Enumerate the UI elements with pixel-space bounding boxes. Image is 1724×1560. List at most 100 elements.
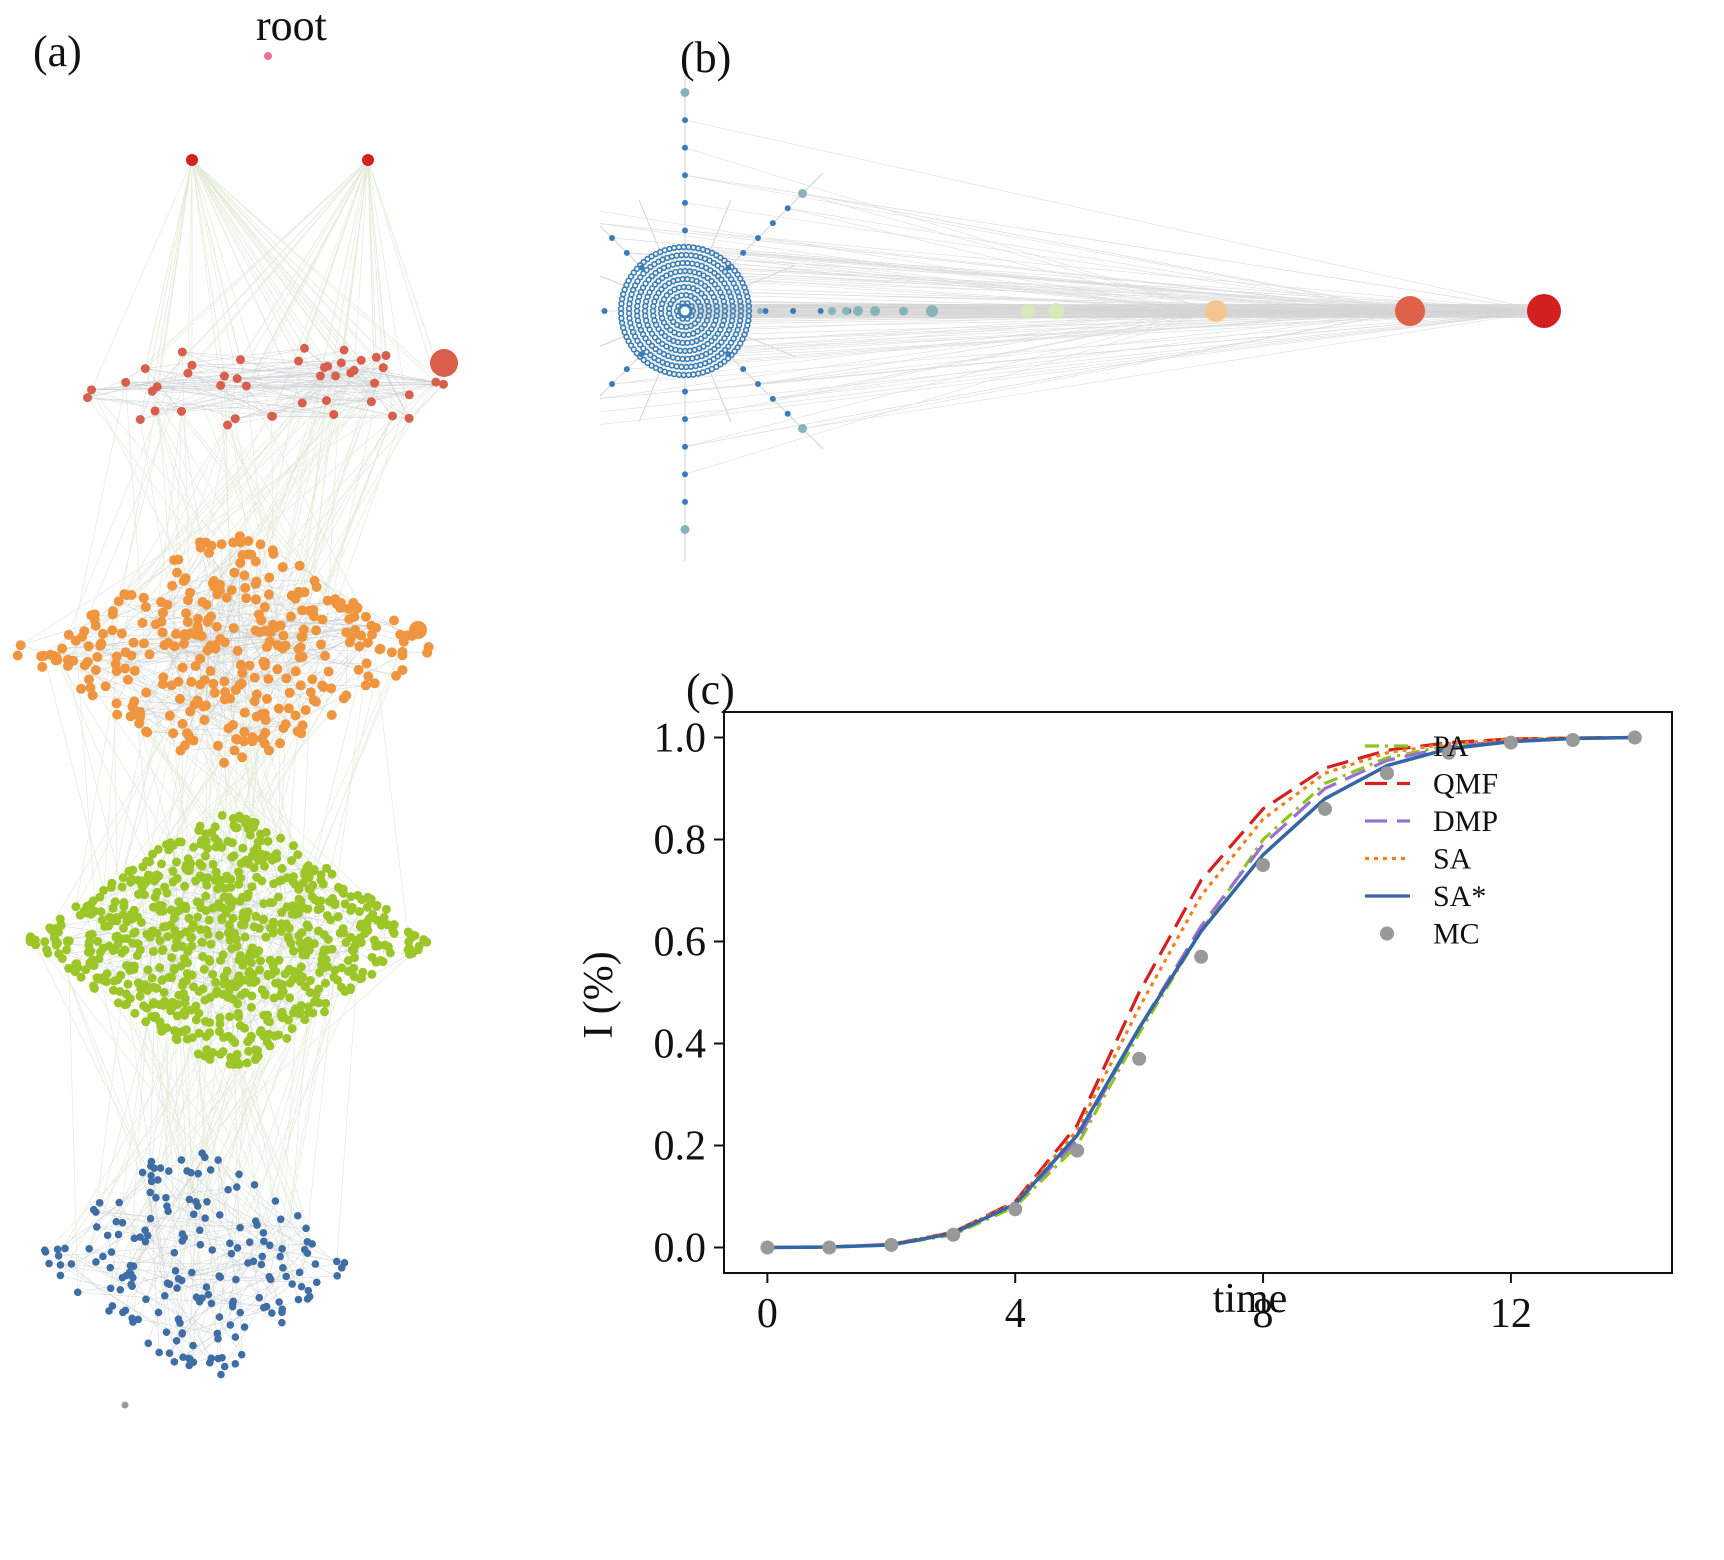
layer-node-l4 bbox=[321, 979, 330, 988]
layer-node-l5 bbox=[216, 1313, 224, 1321]
inter-layer-edge bbox=[192, 160, 436, 382]
chain-node bbox=[926, 305, 938, 317]
y-axis-label: I (%) bbox=[576, 951, 622, 1038]
layer-node-l4 bbox=[157, 859, 166, 868]
layer-node-l5 bbox=[266, 1241, 274, 1249]
layer-node-l4 bbox=[166, 843, 175, 852]
layer-node-l3 bbox=[298, 720, 308, 730]
layer-node-l4 bbox=[193, 912, 202, 921]
layer-node-l4 bbox=[120, 1000, 129, 1009]
layer-node-l3 bbox=[239, 736, 249, 746]
layer-node-l2 bbox=[329, 410, 338, 419]
legend-label: PA bbox=[1433, 730, 1469, 763]
layer-node-l5 bbox=[172, 1267, 180, 1275]
layer-node-l3 bbox=[311, 697, 321, 707]
layer-node-l4 bbox=[202, 926, 211, 935]
layer-node-l3 bbox=[312, 582, 322, 592]
layer-node-l4 bbox=[310, 939, 319, 948]
inter-layer-edge bbox=[188, 160, 192, 373]
layer-node-l4 bbox=[276, 991, 285, 1000]
layer-node-l3 bbox=[92, 652, 102, 662]
layer-node-l4 bbox=[228, 1035, 237, 1044]
layer-node-l4 bbox=[277, 919, 286, 928]
layer-node-l2 bbox=[388, 411, 397, 420]
layer-node-l4 bbox=[313, 897, 322, 906]
layer-node-l3 bbox=[260, 602, 270, 612]
layer-node-l3 bbox=[341, 690, 351, 700]
layer-node-l5 bbox=[155, 1309, 163, 1317]
layer-node-l4 bbox=[305, 873, 314, 882]
layer-node-l5 bbox=[173, 1337, 181, 1345]
layer-node-hub-l3 bbox=[409, 621, 427, 639]
layer-node-l3 bbox=[278, 631, 288, 641]
layer-node-l4 bbox=[54, 928, 63, 937]
spike-node bbox=[681, 525, 690, 534]
inter-layer-edge bbox=[235, 160, 368, 419]
layer-node-l3 bbox=[165, 711, 175, 721]
layer-node-l5 bbox=[92, 1208, 100, 1216]
layer-node-l3 bbox=[235, 680, 245, 690]
layer-edges bbox=[21, 160, 444, 1375]
layer-node-l2 bbox=[220, 372, 229, 381]
layer-node-l5 bbox=[232, 1360, 240, 1368]
layer-node-l4 bbox=[365, 914, 374, 923]
layer-node-l5 bbox=[57, 1261, 65, 1269]
layer-node-l4 bbox=[233, 942, 242, 951]
layer-node-l5 bbox=[165, 1167, 173, 1175]
layer-node-l3 bbox=[251, 556, 261, 566]
layer-node-l4 bbox=[284, 934, 293, 943]
layer-node-l4 bbox=[183, 1035, 192, 1044]
layer-node-l3 bbox=[145, 649, 155, 659]
inter-layer-edge bbox=[69, 968, 78, 1292]
layer-node-l4 bbox=[62, 945, 71, 954]
layer-node-l4 bbox=[312, 990, 321, 999]
mc-marker bbox=[884, 1238, 898, 1252]
layer-node-l5 bbox=[221, 1363, 229, 1371]
layer-node-l4 bbox=[200, 965, 209, 974]
layer-node-l4 bbox=[325, 897, 334, 906]
layer-node-l4 bbox=[119, 902, 128, 911]
spike-node bbox=[785, 205, 791, 211]
layer-node-l3 bbox=[173, 677, 183, 687]
layer-node-l4 bbox=[239, 976, 248, 985]
spike-node bbox=[785, 411, 791, 417]
layer-node-l4 bbox=[390, 929, 399, 938]
layer-node-l5 bbox=[278, 1319, 286, 1327]
layer-node-l4 bbox=[214, 837, 223, 846]
y-tick-label: 0.6 bbox=[654, 920, 707, 966]
layer-node-l4 bbox=[251, 1055, 260, 1064]
layer-node-l4 bbox=[198, 938, 207, 947]
layer-node-l4 bbox=[349, 946, 358, 955]
layer-node-l3 bbox=[186, 677, 196, 687]
spike-node bbox=[725, 265, 731, 271]
layer-node-l3 bbox=[233, 646, 243, 656]
layer-node-l4 bbox=[209, 860, 218, 869]
mc-marker bbox=[822, 1241, 836, 1255]
layer-node-l4 bbox=[40, 937, 49, 946]
layer-node-l2 bbox=[87, 385, 96, 394]
spike-node bbox=[602, 308, 608, 314]
layer-node-l5 bbox=[96, 1199, 104, 1207]
spike-node bbox=[790, 308, 796, 314]
layer-node-l4 bbox=[285, 993, 294, 1002]
layer-node-l5 bbox=[119, 1309, 127, 1317]
layer-node-l4 bbox=[261, 989, 270, 998]
layer-node-l3 bbox=[191, 661, 201, 671]
layer-node-l4 bbox=[97, 907, 106, 916]
layer-node-l4 bbox=[229, 814, 238, 823]
layer-node-l4 bbox=[26, 937, 35, 946]
layer-node-l2 bbox=[346, 368, 355, 377]
inter-layer-edge bbox=[192, 160, 237, 379]
layer-node-l5 bbox=[268, 1309, 276, 1317]
layer-node-l4 bbox=[255, 924, 264, 933]
layer-node-l4 bbox=[382, 905, 391, 914]
layer-node-l5 bbox=[119, 1274, 127, 1282]
layer-node-l3 bbox=[185, 707, 195, 717]
layer-node-l4 bbox=[238, 844, 247, 853]
layer-node-l4 bbox=[259, 899, 268, 908]
layer-node-l2 bbox=[370, 379, 379, 388]
layer-node-l2 bbox=[357, 356, 366, 365]
layer-node-l4 bbox=[182, 1025, 191, 1034]
layer-node-l3 bbox=[397, 665, 407, 675]
layer-node-l3 bbox=[251, 594, 261, 604]
